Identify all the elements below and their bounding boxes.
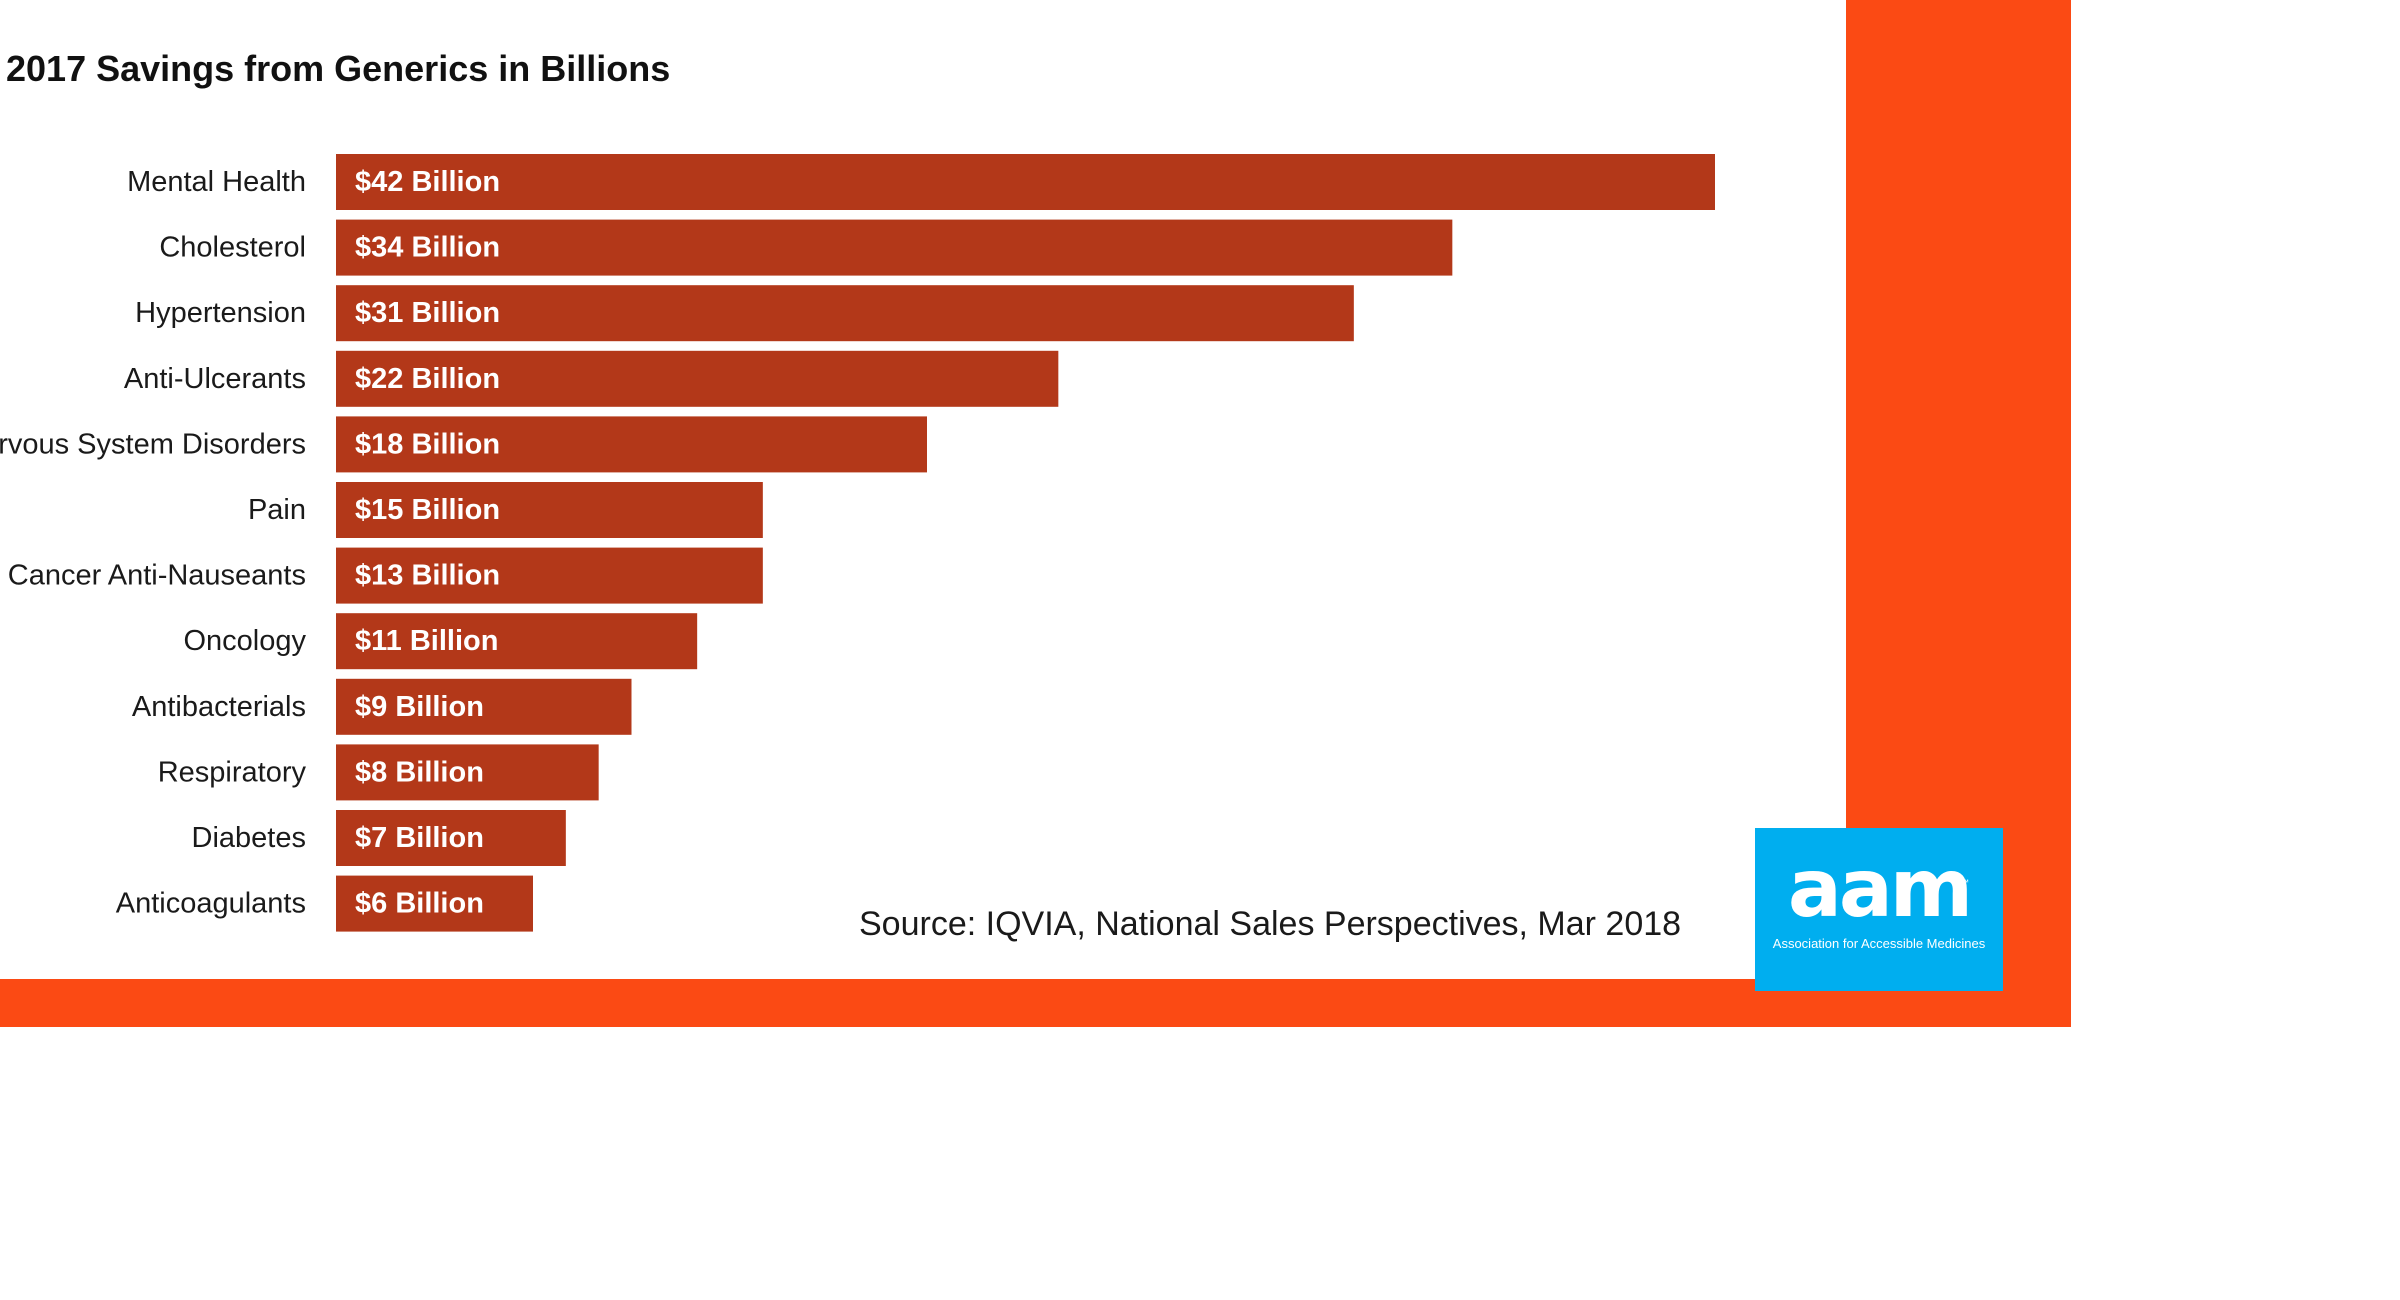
source-note: Source: IQVIA, National Sales Perspectiv… xyxy=(859,905,1682,943)
category-label: Mental Health xyxy=(127,166,306,198)
bar-value-label: $8 Billion xyxy=(355,756,484,788)
logo-wordmark: aam xyxy=(1787,842,1973,935)
bar-value-label: $11 Billion xyxy=(355,625,498,657)
logo-trademark: ™ xyxy=(1961,878,1969,887)
aam-logo: aam ™ Association for Accessible Medicin… xyxy=(1755,828,2003,991)
bar-value-label: $9 Billion xyxy=(355,691,484,723)
bar-diabetes xyxy=(336,810,566,866)
category-label: Diabetes xyxy=(192,822,306,854)
bar-value-label: $15 Billion xyxy=(355,494,500,526)
bar-value-label: $13 Billion xyxy=(355,560,500,592)
logo-tagline: Association for Accessible Medicines xyxy=(1772,936,1986,951)
bar-value-label: $22 Billion xyxy=(355,363,500,395)
bar-pain xyxy=(336,482,763,538)
bar-anticoagulants xyxy=(336,875,533,932)
category-label: Cholesterol xyxy=(159,232,306,264)
category-label: Oncology xyxy=(183,625,306,657)
category-label: Pain xyxy=(248,494,306,526)
bar-anti-ulcerants xyxy=(336,350,1059,407)
bar-value-label: $34 Billion xyxy=(355,232,500,264)
category-label: Anti-Ulcerants xyxy=(124,363,306,395)
bar-hypertension xyxy=(336,285,1354,342)
bar-cholesterol xyxy=(336,219,1453,276)
category-label: Anticoagulants xyxy=(116,888,306,920)
category-label: Nervous System Disorders xyxy=(0,428,306,460)
category-label: Antibacterials xyxy=(132,691,306,723)
bar-value-label: $31 Billion xyxy=(355,297,500,329)
bar-cancer-anti-nauseants xyxy=(336,547,763,604)
bar-oncology xyxy=(336,613,698,670)
bar-nervous-system-disorders xyxy=(336,416,927,473)
frame-bottom-band xyxy=(0,979,2071,1027)
bar-series: $42 Billion Mental Health $34 Billion Chole… xyxy=(0,154,1715,932)
chart-title: 2017 Savings from Generics in Billions xyxy=(6,48,671,89)
bar-value-label: $18 Billion xyxy=(355,428,500,460)
bar-antibacterials xyxy=(336,678,632,735)
bar-value-label: $42 Billion xyxy=(355,166,500,198)
bar-value-label: $7 Billion xyxy=(355,822,484,854)
bar-respiratory xyxy=(336,744,599,801)
category-label: Cancer Anti-Nauseants xyxy=(8,560,306,592)
bar-value-label: $6 Billion xyxy=(355,888,484,920)
category-label: Hypertension xyxy=(135,297,306,329)
category-label: Respiratory xyxy=(158,756,307,788)
bar-mental-health xyxy=(336,154,1715,210)
